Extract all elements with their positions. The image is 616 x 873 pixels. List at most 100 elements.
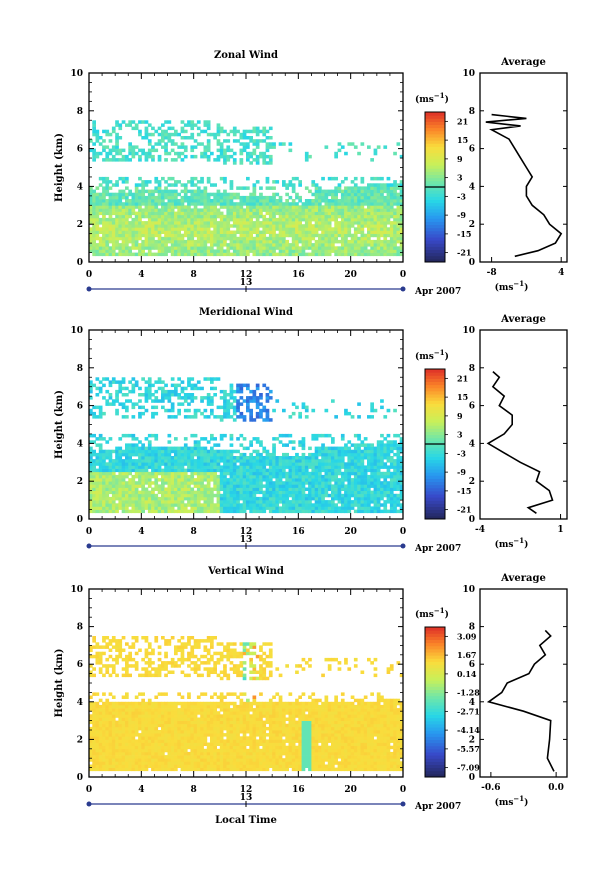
heatmap-cell [118,474,123,479]
heatmap-cell [291,252,296,257]
heatmap-cell [337,211,342,216]
heatmap-cell [151,239,155,244]
heatmap-cell [376,468,381,473]
heatmap-cell [226,456,231,460]
heatmap-cell [246,243,250,247]
heatmap-cell [92,468,96,473]
heatmap-cell [380,176,384,181]
heatmap-cell [285,186,289,190]
heatmap-cell [190,214,195,219]
heatmap-cell [216,478,221,482]
heatmap-cell [353,202,358,206]
heatmap-cell [177,151,181,156]
heatmap-cell [216,496,221,501]
heatmap-cell [147,202,152,206]
heatmap-cell [223,408,227,413]
heatmap-cell [236,437,240,441]
heatmap-cell [308,230,312,234]
heatmap-cell [125,176,129,181]
heatmap-cell [111,487,116,491]
heatmap-cell [252,459,257,463]
heatmap-cell [154,230,159,234]
heatmap-cell [255,224,260,228]
heatmap-cell [399,236,404,241]
heatmap-cell [151,399,155,403]
heatmap-cell [187,468,191,473]
heatmap-cell [249,129,253,134]
heatmap-cell [321,481,325,485]
heatmap-cell [311,233,316,238]
heatmap-cell [118,208,123,212]
heatmap-cell [108,230,113,234]
heatmap-cell [223,129,227,134]
heatmap-cell [252,471,257,476]
heatmap-cell [151,217,155,222]
heatmap-cell [370,243,374,247]
heatmap-cell [187,123,191,127]
heatmap-cell [187,415,191,419]
heatmap-cell [337,148,342,153]
heatmap-cell [304,487,309,491]
heatmap-cell [311,199,316,203]
heatmap-cell [259,186,263,190]
heatmap-cell [206,478,211,482]
heatmap-cell [203,192,208,197]
heatmap-cell [151,452,155,457]
heatmap-cell [190,459,195,463]
heatmap-cell [331,217,335,222]
heatmap-cell [272,408,276,413]
heatmap-cell [102,474,106,479]
heatmap-cell [203,208,208,212]
heatmap-cell [285,443,289,447]
heatmap-cell [357,471,361,476]
heatmap-cell [111,459,116,463]
heatmap-cell [363,500,368,504]
heatmap-cell [239,158,244,162]
heatmap-cell [177,456,181,460]
heatmap-cell [118,205,123,209]
heatmap-cell [373,449,378,454]
heatmap-cell [236,478,240,482]
heatmap-cell [262,199,267,203]
heatmap-cell [180,490,185,495]
heatmap-cell [255,217,260,222]
heatmap-cell [183,474,188,479]
heatmap-cell [340,199,345,203]
heatmap-cell [229,154,234,159]
heatmap-cell [229,462,234,466]
heatmap-cell [376,459,381,463]
heatmap-cell [353,246,358,250]
heatmap-cell [193,493,198,498]
heatmap-cell [183,452,188,457]
heatmap-cell [380,208,384,212]
heatmap-cell [141,468,145,473]
heatmap-cell [157,456,162,460]
heatmap-cell [314,433,319,438]
heatmap-cell [331,230,335,234]
heatmap-cell [318,189,322,194]
heatmap-cell [203,377,208,381]
colorbar-swatch [425,137,445,141]
heatmap-cell [105,452,110,457]
heatmap-cell [105,233,110,238]
heatmap-cell [282,246,286,250]
heatmap-cell [380,189,384,194]
heatmap-cell [174,437,178,441]
heatmap-cell [121,405,126,410]
heatmap-cell [321,487,325,491]
heatmap-cell [161,449,165,454]
heatmap-cell [170,192,175,197]
heatmap-cell [239,481,244,485]
heatmap-cell [265,487,270,491]
heatmap-cell [334,456,338,460]
heatmap-cell [226,506,231,510]
heatmap-cell [373,408,378,413]
heatmap-cell [331,449,335,454]
heatmap-cell [164,474,168,479]
heatmap-cell [298,195,302,200]
heatmap-cell [196,481,201,485]
heatmap-cell [95,186,100,190]
heatmap-cell [92,221,96,225]
heatmap-cell [223,217,227,222]
heatmap-cell [301,471,306,476]
